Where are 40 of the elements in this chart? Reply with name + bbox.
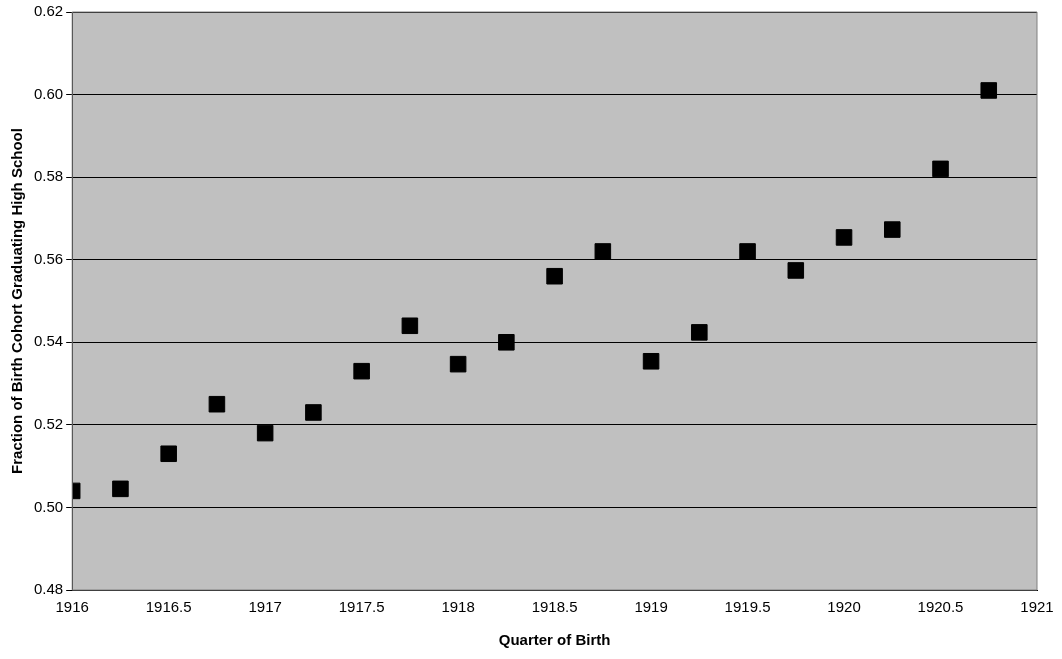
x-tick-label: 1920.5 xyxy=(917,598,964,616)
x-tick-label: 1920 xyxy=(827,598,861,616)
point xyxy=(594,243,612,260)
point xyxy=(739,243,756,260)
point xyxy=(498,334,515,351)
x-tick-label: 1916 xyxy=(55,598,89,616)
x-tick-label: 1918 xyxy=(441,598,475,616)
point xyxy=(787,262,805,279)
point xyxy=(256,424,274,442)
x-tick-label: 1921 xyxy=(1020,598,1054,616)
point xyxy=(305,404,322,421)
y-tick-label: 0.60 xyxy=(33,84,64,102)
x-tick-label: 1917 xyxy=(248,598,282,616)
point xyxy=(884,221,901,238)
point xyxy=(208,395,226,413)
y-tick-label: 0.48 xyxy=(33,580,64,598)
x-tick-label: 1919 xyxy=(634,598,668,616)
point xyxy=(691,324,708,341)
x-tick-label: 1916.5 xyxy=(145,598,192,616)
x-axis-title: Quarter of Birth xyxy=(498,631,611,649)
point xyxy=(546,267,563,285)
point xyxy=(160,445,177,463)
y-tick-label: 0.58 xyxy=(33,167,64,185)
point xyxy=(449,355,467,373)
point xyxy=(112,480,129,498)
point xyxy=(401,317,419,335)
point xyxy=(835,229,853,246)
point xyxy=(353,362,370,380)
point xyxy=(980,82,998,99)
x-tick-label: 1917.5 xyxy=(338,598,385,616)
y-tick-label: 0.54 xyxy=(33,332,64,350)
y-tick-label: 0.56 xyxy=(33,249,64,267)
y-tick-label: 0.50 xyxy=(33,497,64,515)
y-tick-label: 0.62 xyxy=(33,2,64,20)
point xyxy=(642,353,660,370)
point xyxy=(932,160,949,178)
y-axis-title: Fraction of Birth Cohort Graduating High School xyxy=(8,128,26,474)
x-tick-label: 1918.5 xyxy=(531,598,578,616)
y-tick-label: 0.52 xyxy=(33,415,64,432)
x-tick-label: 1919.5 xyxy=(724,598,771,616)
